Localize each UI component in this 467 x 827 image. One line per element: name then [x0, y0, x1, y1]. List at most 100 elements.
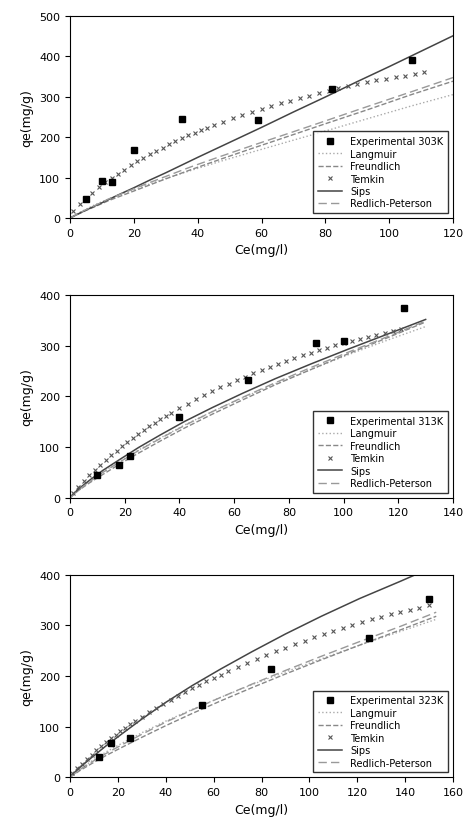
Langmuir: [189, 705, 195, 715]
Experimental 323K: [127, 733, 133, 743]
Sips: [386, 63, 392, 73]
Temkin: [259, 105, 264, 115]
Freundlich: [103, 751, 109, 761]
Sips: [120, 729, 126, 739]
Freundlich: [157, 437, 163, 447]
Redlich-Peterson: [189, 163, 194, 173]
Sips: [210, 403, 215, 413]
Redlich-Peterson: [93, 201, 99, 211]
Temkin: [168, 695, 173, 705]
Freundlich: [141, 183, 146, 193]
Temkin: [340, 624, 346, 633]
Temkin: [383, 74, 389, 84]
Redlich-Peterson: [284, 130, 290, 140]
Temkin: [316, 346, 322, 356]
Freundlich: [283, 669, 288, 679]
Temkin: [182, 687, 188, 697]
Redlich-Peterson: [433, 608, 439, 618]
Temkin: [374, 76, 379, 86]
Temkin: [398, 325, 404, 335]
Temkin: [108, 734, 113, 743]
Langmuir: [141, 182, 146, 192]
Temkin: [390, 326, 396, 336]
Redlich-Peterson: [68, 213, 73, 223]
Temkin: [316, 89, 322, 99]
Temkin: [109, 174, 114, 184]
Redlich-Peterson: [182, 421, 188, 431]
Langmuir: [135, 446, 141, 456]
Experimental 313K: [245, 375, 251, 385]
Redlich-Peterson: [68, 493, 73, 503]
Sips: [76, 485, 81, 495]
Experimental 313K: [401, 304, 407, 313]
Line: Redlich-Peterson: Redlich-Peterson: [71, 79, 453, 218]
Redlich-Peterson: [135, 446, 141, 456]
Langmuir: [364, 115, 370, 125]
Experimental 313K: [116, 461, 122, 471]
Freundlich: [120, 742, 126, 752]
Temkin: [130, 433, 136, 443]
Line: Temkin: Temkin: [70, 603, 432, 776]
Temkin: [267, 363, 273, 373]
Experimental 323K: [367, 633, 372, 643]
Temkin: [74, 763, 80, 773]
Temkin: [263, 651, 269, 661]
Temkin: [77, 200, 82, 210]
Temkin: [211, 672, 217, 682]
Temkin: [292, 639, 298, 649]
Freundlich: [93, 202, 99, 212]
Freundlich: [218, 696, 224, 706]
Sips: [135, 443, 141, 453]
Temkin: [70, 768, 75, 778]
Freundlich: [106, 197, 111, 207]
Temkin: [115, 170, 120, 179]
Temkin: [333, 341, 338, 351]
Freundlich: [450, 77, 456, 87]
Langmuir: [139, 728, 145, 738]
Langmuir: [86, 477, 92, 487]
Redlich-Peterson: [116, 458, 122, 468]
Temkin: [201, 391, 207, 401]
Freundlich: [121, 190, 127, 200]
Freundlich: [189, 165, 194, 175]
Redlich-Peterson: [83, 205, 89, 215]
Freundlich: [139, 733, 145, 743]
Temkin: [84, 754, 90, 764]
Langmuir: [68, 493, 73, 503]
Langmuir: [323, 127, 328, 136]
Sips: [249, 647, 255, 657]
Langmuir: [387, 335, 393, 345]
Temkin: [331, 626, 336, 636]
Temkin: [268, 103, 274, 112]
Temkin: [345, 83, 350, 93]
Sips: [68, 213, 73, 223]
Sips: [131, 184, 137, 194]
Temkin: [102, 179, 108, 189]
Redlich-Peterson: [450, 74, 456, 84]
Temkin: [220, 117, 226, 127]
Sips: [240, 389, 245, 399]
Temkin: [121, 165, 127, 175]
Temkin: [422, 69, 427, 79]
Temkin: [204, 676, 209, 686]
Temkin: [283, 643, 288, 653]
Redlich-Peterson: [240, 393, 245, 403]
Legend: Experimental 323K, Langmuir, Freundlich, Temkin, Sips, Redlich-Peterson: Experimental 323K, Langmuir, Freundlich,…: [313, 691, 448, 772]
Experimental 313K: [127, 452, 133, 461]
Temkin: [242, 372, 248, 382]
Temkin: [218, 670, 224, 680]
Sips: [290, 108, 296, 117]
Temkin: [76, 482, 81, 492]
Temkin: [119, 442, 125, 452]
Temkin: [357, 334, 363, 344]
Experimental 303K: [409, 56, 414, 66]
Redlich-Peterson: [217, 152, 223, 162]
Temkin: [103, 455, 108, 465]
Langmuir: [77, 764, 82, 774]
Experimental 313K: [341, 337, 347, 347]
Temkin: [354, 80, 360, 90]
Legend: Experimental 303K, Langmuir, Freundlich, Temkin, Sips, Redlich-Peterson: Experimental 303K, Langmuir, Freundlich,…: [313, 132, 448, 214]
Experimental 303K: [83, 194, 89, 204]
Temkin: [350, 620, 355, 630]
Temkin: [205, 124, 210, 134]
